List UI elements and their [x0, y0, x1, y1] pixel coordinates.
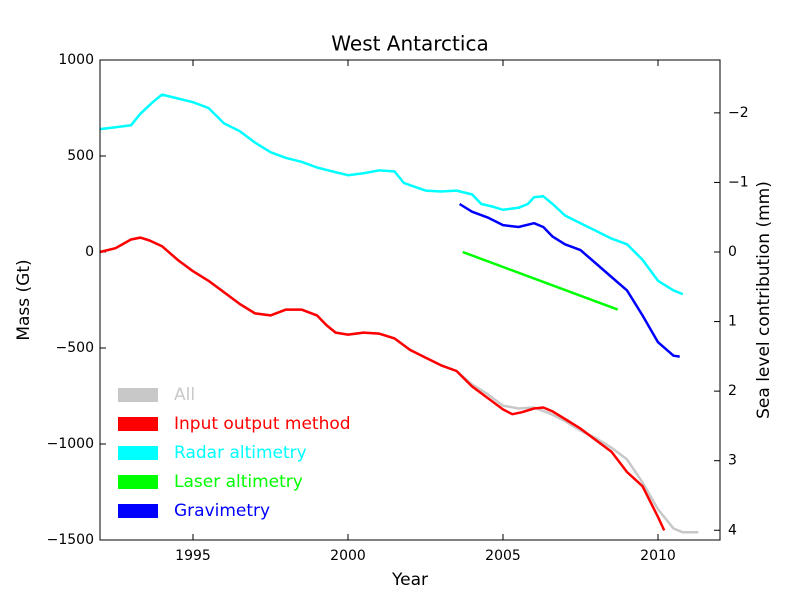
- y-tick-label: −500: [56, 340, 94, 356]
- y-tick-label: 1000: [58, 52, 94, 68]
- y-tick-label: 0: [85, 244, 94, 260]
- x-tick-label: 2000: [330, 548, 366, 564]
- legend-swatch: [118, 504, 158, 518]
- y2-tick-label: 4: [728, 522, 737, 538]
- y2-tick-label: −1: [728, 174, 749, 190]
- legend-label: Radar altimetry: [174, 443, 307, 463]
- y2-axis-label: Sea level contribution (mm): [754, 181, 774, 419]
- x-tick-label: 2005: [485, 548, 521, 564]
- y2-tick-label: −2: [728, 105, 749, 121]
- plot-frame: [99, 59, 721, 541]
- legend-label: Input output method: [174, 414, 351, 434]
- y2-tick-label: 2: [728, 383, 737, 399]
- y-tick-label: 500: [67, 148, 94, 164]
- y2-tick-label: 1: [728, 314, 737, 330]
- legend-swatch: [118, 417, 158, 431]
- y2-tick-label: 3: [728, 453, 737, 469]
- legend-swatch: [118, 388, 158, 402]
- y2-tick-label: 0: [728, 244, 737, 260]
- legend-label: Gravimetry: [174, 501, 270, 521]
- series-line: [462, 250, 619, 311]
- x-tick-label: 2010: [640, 548, 676, 564]
- series-line: [458, 202, 680, 358]
- y-tick-label: −1500: [47, 532, 94, 548]
- series-line: [99, 93, 684, 296]
- legend-swatch: [118, 446, 158, 460]
- legend-label: All: [174, 385, 195, 405]
- chart-title: West Antarctica: [331, 32, 488, 56]
- y-axis-label: Mass (Gt): [14, 259, 34, 340]
- series-line: [99, 236, 666, 531]
- legend-label: Laser altimetry: [174, 472, 303, 492]
- legend-swatch: [118, 475, 158, 489]
- x-axis-label: Year: [391, 570, 428, 590]
- x-tick-label: 1995: [175, 548, 211, 564]
- y-tick-label: −1000: [47, 436, 94, 452]
